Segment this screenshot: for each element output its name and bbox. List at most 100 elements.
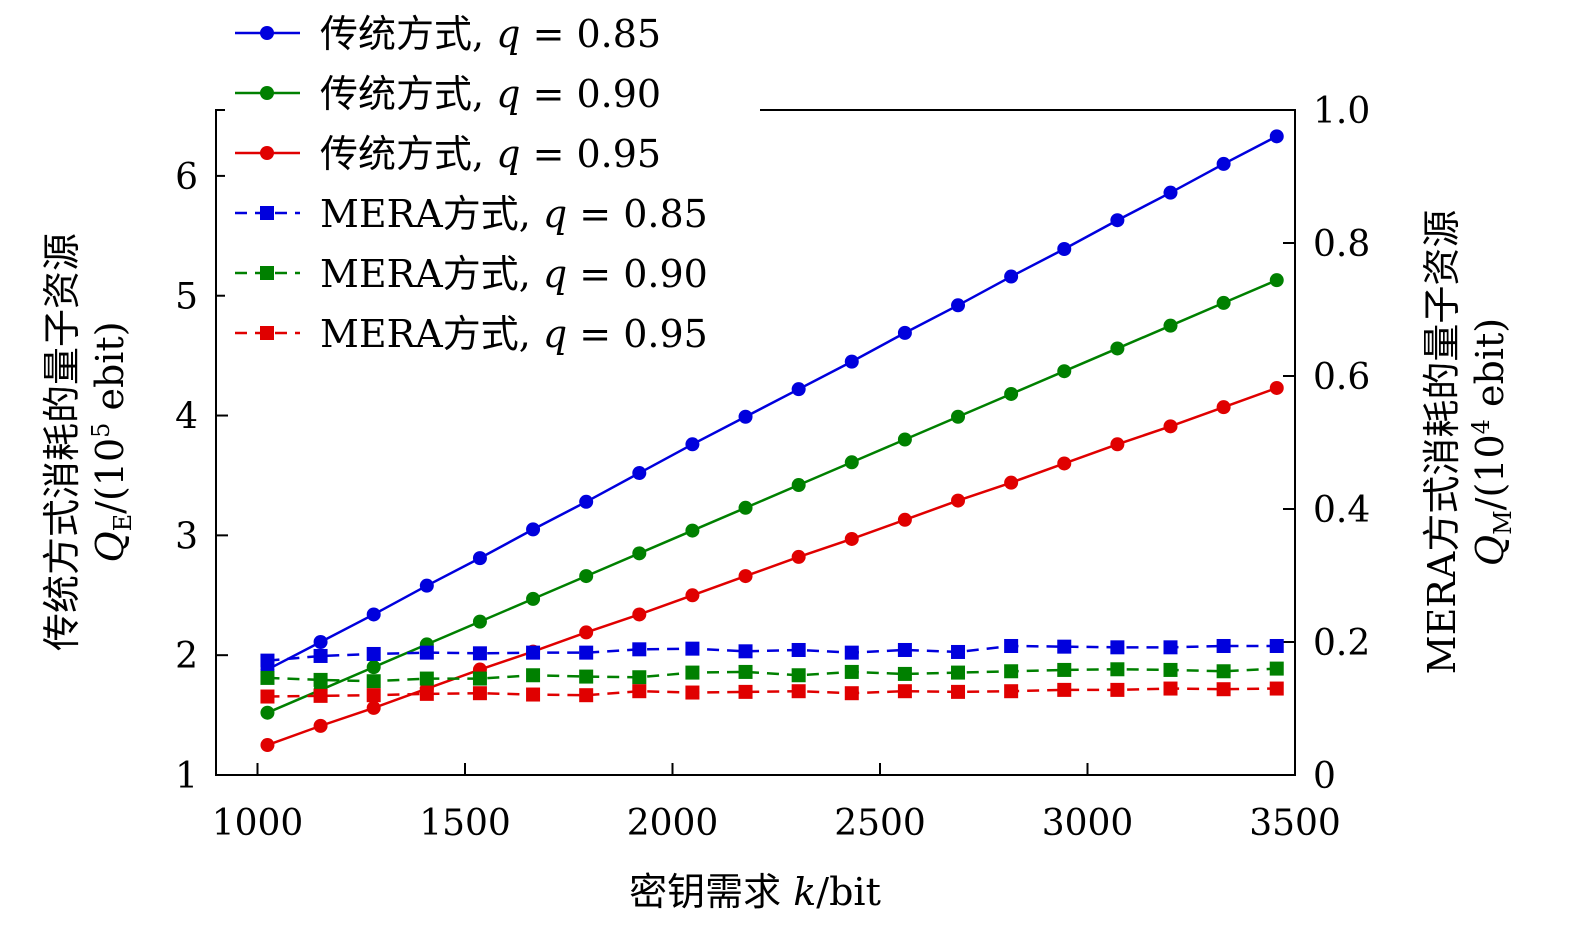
legend-label: 传统方式, q = 0.95 (320, 132, 661, 176)
data-point (844, 531, 859, 546)
data-point (632, 607, 647, 622)
data-point (1163, 681, 1178, 696)
data-point (1216, 682, 1231, 697)
data-point (526, 645, 541, 660)
data-point (1057, 662, 1072, 677)
data-point (738, 409, 753, 424)
legend-item: MERA方式, q = 0.85 (235, 192, 708, 236)
data-point (685, 437, 700, 452)
legend-item: 传统方式, q = 0.85 (235, 12, 661, 56)
series-line (267, 644, 1277, 662)
data-point (472, 686, 487, 701)
data-point (1269, 273, 1284, 288)
data-point (844, 686, 859, 701)
data-point (313, 635, 328, 649)
data-point (844, 455, 859, 470)
legend-label: MERA方式, q = 0.85 (320, 192, 708, 236)
legend: 传统方式, q = 0.85 传统方式, q = 0.90 传统方式, q = 0.… (225, 0, 760, 370)
data-point (366, 607, 381, 622)
data-point (1269, 681, 1284, 696)
y-right-tick-label: 0.8 (1313, 224, 1370, 265)
legend-marker (260, 26, 274, 40)
x-tick-label: 2000 (627, 803, 719, 844)
y-axis-left-label-line1: 传统方式消耗的量子资源 (40, 233, 84, 651)
x-tick-label: 3500 (1249, 803, 1341, 844)
data-point (951, 665, 966, 680)
data-point (1110, 437, 1125, 452)
series-line (267, 687, 1277, 698)
series-6 (260, 681, 1284, 704)
data-point (1057, 456, 1072, 471)
data-point (1216, 638, 1231, 653)
data-point (579, 625, 594, 640)
series-line (266, 278, 1278, 714)
legend-item: 传统方式, q = 0.95 (235, 132, 661, 176)
series-line (266, 135, 1278, 671)
data-point (1004, 269, 1019, 284)
data-point (419, 671, 434, 686)
data-point (791, 642, 806, 657)
y-right-tick-label: 0.4 (1313, 490, 1370, 531)
y-right-tick-label: 0.6 (1313, 357, 1370, 398)
data-point (579, 669, 594, 684)
legend-label: 传统方式, q = 0.85 (320, 12, 661, 56)
data-point (526, 591, 541, 606)
data-point (579, 688, 594, 703)
data-point (472, 646, 487, 661)
data-point (313, 648, 328, 663)
data-point (1216, 664, 1231, 679)
data-point (366, 646, 381, 661)
y-right-tick-label: 1.0 (1313, 91, 1370, 132)
legend-item: MERA方式, q = 0.90 (235, 252, 708, 296)
data-point (738, 500, 753, 515)
legend-label: 传统方式, q = 0.90 (320, 72, 661, 116)
series-4 (260, 638, 1284, 668)
data-point (685, 523, 700, 538)
legend-background (225, 0, 760, 370)
legend-label: MERA方式, q = 0.95 (320, 312, 708, 356)
data-point (1057, 639, 1072, 654)
data-point (897, 642, 912, 657)
series-layer (260, 129, 1284, 753)
data-point (897, 684, 912, 699)
data-point (685, 665, 700, 680)
data-point (951, 298, 966, 313)
data-point (1163, 419, 1178, 434)
data-point (791, 668, 806, 683)
data-point (419, 645, 434, 660)
data-point (951, 493, 966, 508)
legend-marker (260, 206, 274, 220)
data-point (632, 466, 647, 481)
data-point (897, 666, 912, 681)
series-line (267, 667, 1277, 683)
data-point (1004, 684, 1019, 699)
data-point (844, 354, 859, 369)
data-point (1269, 661, 1284, 676)
data-point (897, 432, 912, 447)
data-point (366, 660, 381, 675)
data-point (1163, 640, 1178, 655)
y-axis-left-label: 传统方式消耗的量子资源 QE/(105 ebit) (40, 233, 137, 651)
y-left-tick-label: 1 (175, 756, 198, 797)
data-point (897, 512, 912, 527)
data-point (738, 644, 753, 659)
data-point (1269, 380, 1284, 395)
series-1 (260, 129, 1284, 677)
x-tick-label: 2500 (834, 803, 926, 844)
data-point (1110, 662, 1125, 677)
data-point (844, 645, 859, 660)
y-left-tick-label: 3 (175, 516, 198, 557)
data-point (1110, 682, 1125, 697)
data-point (685, 685, 700, 700)
data-point (844, 664, 859, 679)
y-left-tick-label: 5 (175, 277, 198, 318)
x-axis-label: 密钥需求 k/bit (629, 870, 881, 914)
data-point (632, 546, 647, 561)
data-point (1110, 640, 1125, 655)
legend-item: 传统方式, q = 0.90 (235, 72, 661, 116)
data-point (366, 700, 381, 715)
data-point (1004, 638, 1019, 653)
axis-ticks: 1000 1500 2000 2500 3000 3500 1 2 3 4 5 6 0 0.2 0.4 0.6… (175, 91, 1370, 844)
series-line (267, 386, 1278, 747)
